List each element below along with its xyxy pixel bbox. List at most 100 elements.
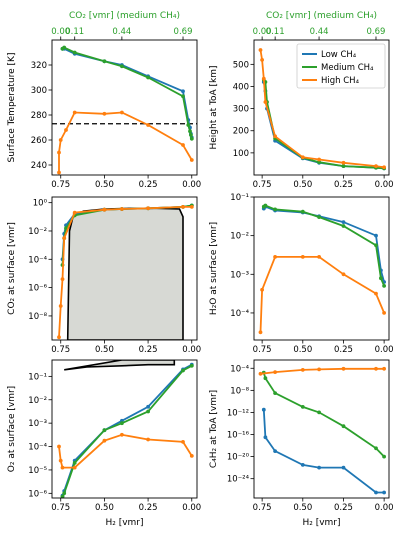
y-axis-label: C₄H₂ at ToA [vmr] xyxy=(209,390,219,468)
y-tick-label: 300 xyxy=(31,86,47,96)
series-line-high xyxy=(259,49,385,169)
y-tick-label: 10⁻³ xyxy=(230,270,249,280)
data-point-medium xyxy=(181,94,185,99)
data-point-high xyxy=(57,335,61,340)
x-tick-label: 0.00 xyxy=(182,180,201,190)
data-point-high xyxy=(57,170,61,175)
data-point-low xyxy=(261,407,266,412)
data-point-high xyxy=(258,371,263,376)
x-axis-label: H₂ [vmr] xyxy=(302,518,340,528)
data-point-high xyxy=(263,100,268,104)
shaded-region xyxy=(64,360,176,371)
y-tick-label: 10⁻⁴ xyxy=(230,364,249,374)
data-point-high xyxy=(60,465,65,470)
x-tick-label: 0.50 xyxy=(293,345,312,355)
data-point-low xyxy=(374,233,378,238)
x-tick-label: 0.25 xyxy=(334,345,353,355)
data-point-high xyxy=(341,160,346,165)
data-point-high xyxy=(58,458,63,463)
data-point-high xyxy=(300,368,305,372)
data-point-medium xyxy=(341,224,346,228)
y-tick-label: 10⁻⁴ xyxy=(28,443,47,453)
data-point-low xyxy=(146,404,151,409)
data-point-high xyxy=(146,123,151,127)
series-line-medium xyxy=(263,79,385,170)
data-point-high xyxy=(58,138,63,142)
data-point-low xyxy=(317,465,321,470)
data-point-high xyxy=(189,158,194,162)
y-axis-label: Surface Temperature [K] xyxy=(7,53,17,163)
data-point-medium xyxy=(341,164,346,169)
data-point-high xyxy=(72,110,77,115)
x-tick-label: 0.50 xyxy=(95,180,114,190)
data-point-high xyxy=(374,291,378,296)
top-tick-label: 0.11 xyxy=(65,27,84,37)
data-point-low xyxy=(341,465,346,470)
y-tick-label: 10⁻⁶ xyxy=(28,489,47,499)
data-point-high xyxy=(146,437,151,442)
data-point-high xyxy=(62,236,67,241)
data-point-medium xyxy=(374,446,378,451)
x-tick-label: 0.75 xyxy=(253,180,272,190)
data-point-medium xyxy=(64,226,68,231)
data-point-high xyxy=(189,205,194,209)
data-point-medium xyxy=(382,454,386,459)
data-point-high xyxy=(260,58,264,62)
legend: Low CH₄ Medium CH₄ High CH₄ xyxy=(296,43,386,89)
x-tick-label: 0.00 xyxy=(375,345,394,355)
top-tick-label: 0.00 xyxy=(51,27,70,37)
top-axis-label: CO₂ [vmr] (medium CH₄) xyxy=(266,11,377,21)
legend-label-high: High CH₄ xyxy=(321,76,360,86)
data-point-high xyxy=(181,440,185,444)
panel-h2o-surface: 0.75 0.50 0.25 0.00 10⁻⁴ 10⁻³ 10⁻² 10⁻¹ H₂O at s… xyxy=(209,193,394,355)
data-point-medium xyxy=(263,203,268,208)
axes-frame xyxy=(51,359,198,499)
x-tick-label: 0.75 xyxy=(253,503,272,513)
y-tick-label: 10⁻¹² xyxy=(227,408,249,418)
data-point-high xyxy=(189,454,194,458)
panel-c4h2-toa: 0.75 0.50 0.25 0.00 10⁻²⁴ 10⁻²⁰ 10⁻¹⁶ 10⁻¹² 10⁻⁸… xyxy=(209,359,394,528)
data-point-high xyxy=(273,255,277,259)
data-point-high xyxy=(120,110,124,115)
data-point-medium xyxy=(341,424,346,429)
y-tick-label: 10⁻⁴ xyxy=(230,309,249,319)
data-point-medium xyxy=(273,391,277,395)
data-point-medium xyxy=(62,491,67,496)
data-point-high xyxy=(258,48,263,52)
panel-surface-temperature: 0.75 0.50 0.25 0.00 240 260 280 300 320 Surface T… xyxy=(7,11,201,190)
data-point-medium xyxy=(189,363,194,368)
axes-frame xyxy=(253,39,390,176)
series-line-high xyxy=(58,205,192,338)
data-point-low xyxy=(382,490,386,495)
top-tick-label: 0.44 xyxy=(310,27,329,37)
x-tick-label: 0.00 xyxy=(375,503,394,513)
data-point-high xyxy=(300,255,305,259)
y-tick-label: 240 xyxy=(31,161,47,171)
y-tick-label: 10⁻⁶ xyxy=(28,284,47,294)
data-point-medium xyxy=(189,133,193,137)
panel-height-toa: 0.75 0.50 0.25 0.00 100 200 300 400 500 Height at… xyxy=(209,11,394,190)
y-tick-label: 300 xyxy=(233,105,249,115)
data-point-medium xyxy=(60,494,65,498)
data-point-high xyxy=(374,164,378,169)
panel-co2-surface: 0.75 0.50 0.25 0.00 10⁻⁸ 10⁻⁶ 10⁻⁴ 10⁻² 10⁰ CO₂ a… xyxy=(7,196,201,355)
data-point-high xyxy=(181,205,185,209)
data-point-medium xyxy=(273,207,277,212)
data-point-high xyxy=(382,311,386,315)
y-tick-label: 280 xyxy=(31,111,47,121)
series-line-medium xyxy=(61,365,193,498)
x-tick-label: 0.50 xyxy=(95,345,114,355)
data-point-medium xyxy=(186,123,191,127)
data-point-high xyxy=(258,330,263,335)
data-point-medium xyxy=(146,75,151,80)
data-point-medium xyxy=(263,376,268,381)
series-line-high xyxy=(260,367,385,375)
data-point-high xyxy=(273,370,277,374)
y-tick-label: 10⁻²⁴ xyxy=(227,475,250,485)
data-point-low xyxy=(273,449,277,453)
data-point-medium xyxy=(382,284,386,288)
data-point-high xyxy=(374,366,378,371)
data-point-high xyxy=(273,134,277,139)
data-point-medium xyxy=(317,215,321,220)
x-tick-label: 0.25 xyxy=(334,180,353,190)
